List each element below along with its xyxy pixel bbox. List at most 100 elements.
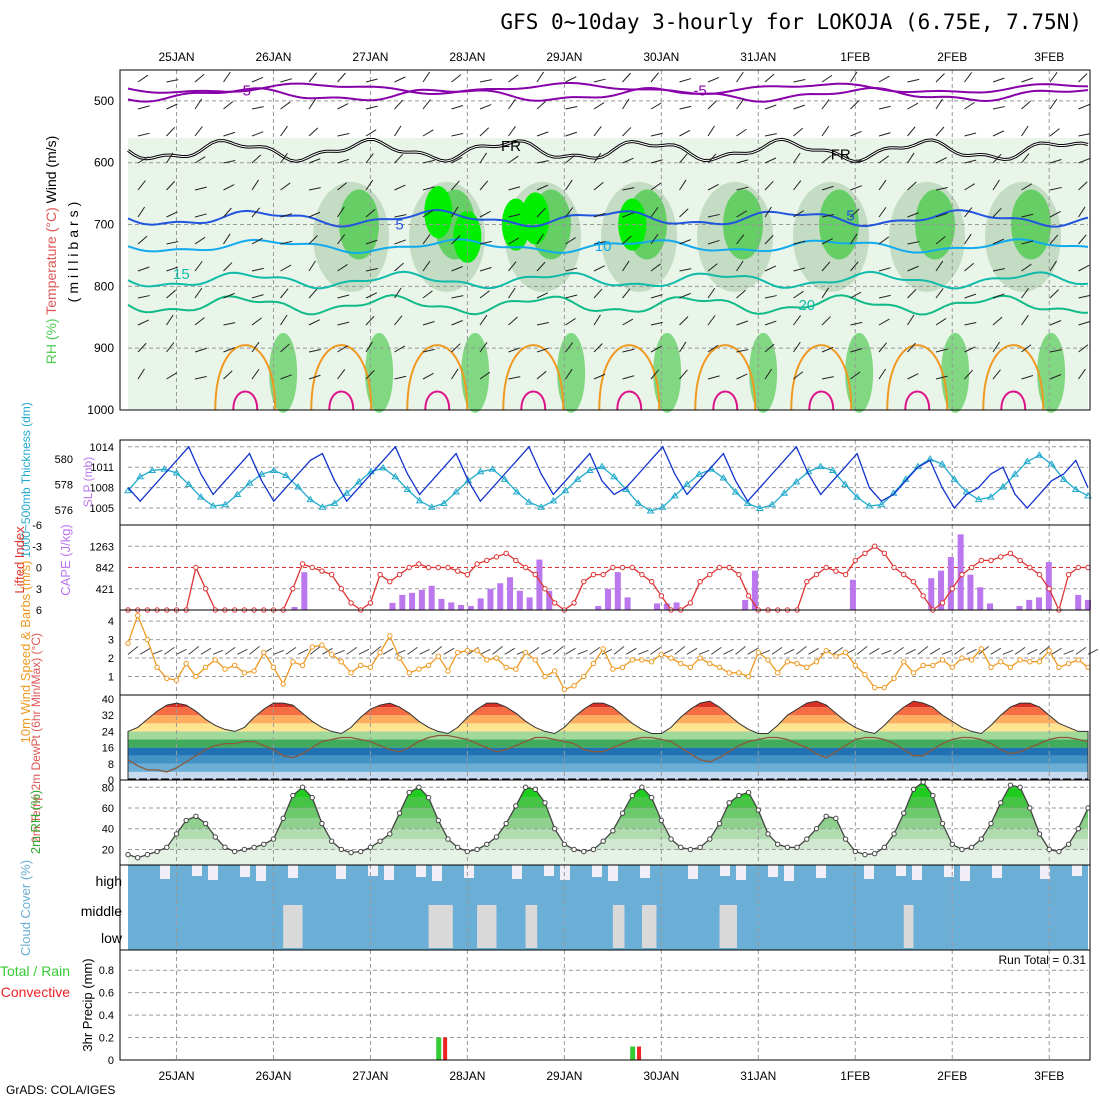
wind-barb bbox=[679, 179, 687, 191]
wind10-line-point bbox=[435, 653, 442, 659]
wind-barb bbox=[565, 342, 574, 353]
y-tick-wind: 3 bbox=[108, 635, 114, 647]
wind-barb bbox=[223, 370, 233, 380]
wind10-line-point bbox=[377, 649, 383, 656]
wind-barb bbox=[1078, 344, 1089, 353]
cape-bar bbox=[546, 590, 553, 610]
wind-barb bbox=[935, 318, 947, 326]
rh-line-point bbox=[736, 792, 742, 799]
wind-barb bbox=[593, 152, 602, 164]
y-axis-label-upper: RH (%) Temperature (°C) Wind (m/s) bbox=[43, 136, 59, 365]
wind-barb bbox=[1021, 240, 1034, 245]
y-axis-label-precip-total: Total / Rain bbox=[0, 963, 70, 979]
lifted-index-line-point bbox=[493, 554, 500, 560]
wind10-line-point bbox=[852, 662, 858, 669]
wind10-line-point bbox=[416, 666, 422, 672]
wind-barb bbox=[907, 78, 920, 83]
wind-barb bbox=[622, 235, 632, 245]
thickness-line-point bbox=[342, 489, 351, 496]
wind10-barb bbox=[759, 649, 771, 655]
wind-barb bbox=[280, 78, 293, 83]
rh-line-point bbox=[212, 834, 218, 840]
wind-barb bbox=[1021, 213, 1034, 218]
wind10-barb bbox=[1051, 647, 1062, 655]
thickness-line-point bbox=[695, 470, 704, 477]
contour-30c bbox=[328, 390, 355, 411]
lifted-index-line-point bbox=[193, 564, 199, 571]
wind10-line-point bbox=[338, 659, 345, 665]
wind-barb bbox=[1049, 320, 1062, 326]
wind-barb bbox=[850, 208, 860, 218]
wind-barb bbox=[337, 72, 346, 83]
lifted-index-line-point bbox=[377, 571, 383, 578]
wind-barb bbox=[736, 349, 749, 353]
wind-barb bbox=[565, 76, 577, 83]
wind-barb bbox=[821, 376, 834, 380]
thickness-line-point bbox=[974, 495, 983, 503]
rh-band bbox=[128, 797, 1088, 808]
y-label-part: Wind (m/s) bbox=[43, 136, 59, 204]
y-tick-li: 0 bbox=[36, 563, 42, 575]
rh-line-point bbox=[881, 844, 888, 851]
wind-barb bbox=[394, 287, 402, 299]
wind-barb bbox=[679, 268, 692, 272]
thickness-line-point bbox=[452, 488, 460, 495]
rh-line-point bbox=[610, 828, 616, 834]
thickness-line-point bbox=[318, 503, 327, 510]
wind-barb bbox=[878, 342, 887, 353]
rh-line-point bbox=[678, 844, 684, 851]
lifted-index-line-point bbox=[299, 561, 306, 567]
dewpoint-line-group bbox=[127, 734, 1089, 773]
wind-barb bbox=[593, 182, 604, 191]
rh-line-point bbox=[871, 850, 878, 857]
wind10-barb bbox=[370, 645, 382, 655]
wind-barb bbox=[565, 154, 576, 164]
wind10-barb bbox=[601, 648, 613, 655]
wind10-line-point bbox=[968, 657, 975, 663]
cape-bar bbox=[418, 589, 425, 610]
wind10-line-point bbox=[1046, 647, 1052, 654]
cape-bar bbox=[301, 572, 308, 610]
y-axis-label-rh: 2m RH (%) bbox=[28, 790, 43, 854]
lifted-index-line-point bbox=[202, 586, 209, 592]
wind-barb bbox=[679, 129, 691, 137]
lifted-index-line-point bbox=[425, 564, 432, 571]
lifted-index-line-point bbox=[968, 564, 975, 571]
wind-barb bbox=[565, 106, 578, 110]
wind-barb bbox=[422, 186, 435, 191]
lifted-index-line-point bbox=[484, 557, 490, 564]
wind-barb bbox=[907, 373, 919, 380]
wind10-line-point bbox=[862, 671, 868, 678]
temp-band bbox=[128, 715, 1088, 724]
lifted-index-line bbox=[128, 545, 1088, 612]
rh-line-point bbox=[910, 786, 917, 793]
wind-barb bbox=[365, 179, 374, 191]
wind10-line-point bbox=[930, 662, 936, 669]
thickness-line-point bbox=[792, 477, 801, 485]
wind10-line-point bbox=[610, 666, 616, 672]
wind-barb bbox=[935, 126, 945, 137]
rh-line-point bbox=[949, 841, 955, 847]
wind-barb bbox=[394, 76, 406, 83]
wind-barb bbox=[337, 234, 346, 245]
rh-line-point bbox=[154, 848, 160, 855]
y-tick-thickness: 578 bbox=[55, 479, 73, 491]
rh-band bbox=[128, 849, 1088, 865]
wind10-line-point bbox=[1017, 657, 1023, 663]
wind10-barb bbox=[747, 647, 759, 655]
contour-label: FR bbox=[831, 147, 851, 164]
thickness-line-point bbox=[148, 466, 157, 473]
rh-line-point bbox=[241, 846, 248, 853]
wind-barb bbox=[850, 130, 862, 137]
wind10-line-point bbox=[784, 659, 791, 665]
thickness-line-point bbox=[294, 482, 303, 490]
y-tick-precip: 0.6 bbox=[99, 988, 114, 1000]
wind-barb bbox=[308, 374, 321, 380]
thickness-line-point bbox=[950, 475, 959, 482]
rh-line-point bbox=[134, 855, 141, 861]
rh-line-point bbox=[270, 836, 277, 842]
cloud-high-clear bbox=[192, 865, 202, 876]
wind-barb bbox=[194, 73, 205, 83]
lifted-index-line-point bbox=[445, 564, 451, 571]
wind10-barb bbox=[492, 645, 503, 655]
